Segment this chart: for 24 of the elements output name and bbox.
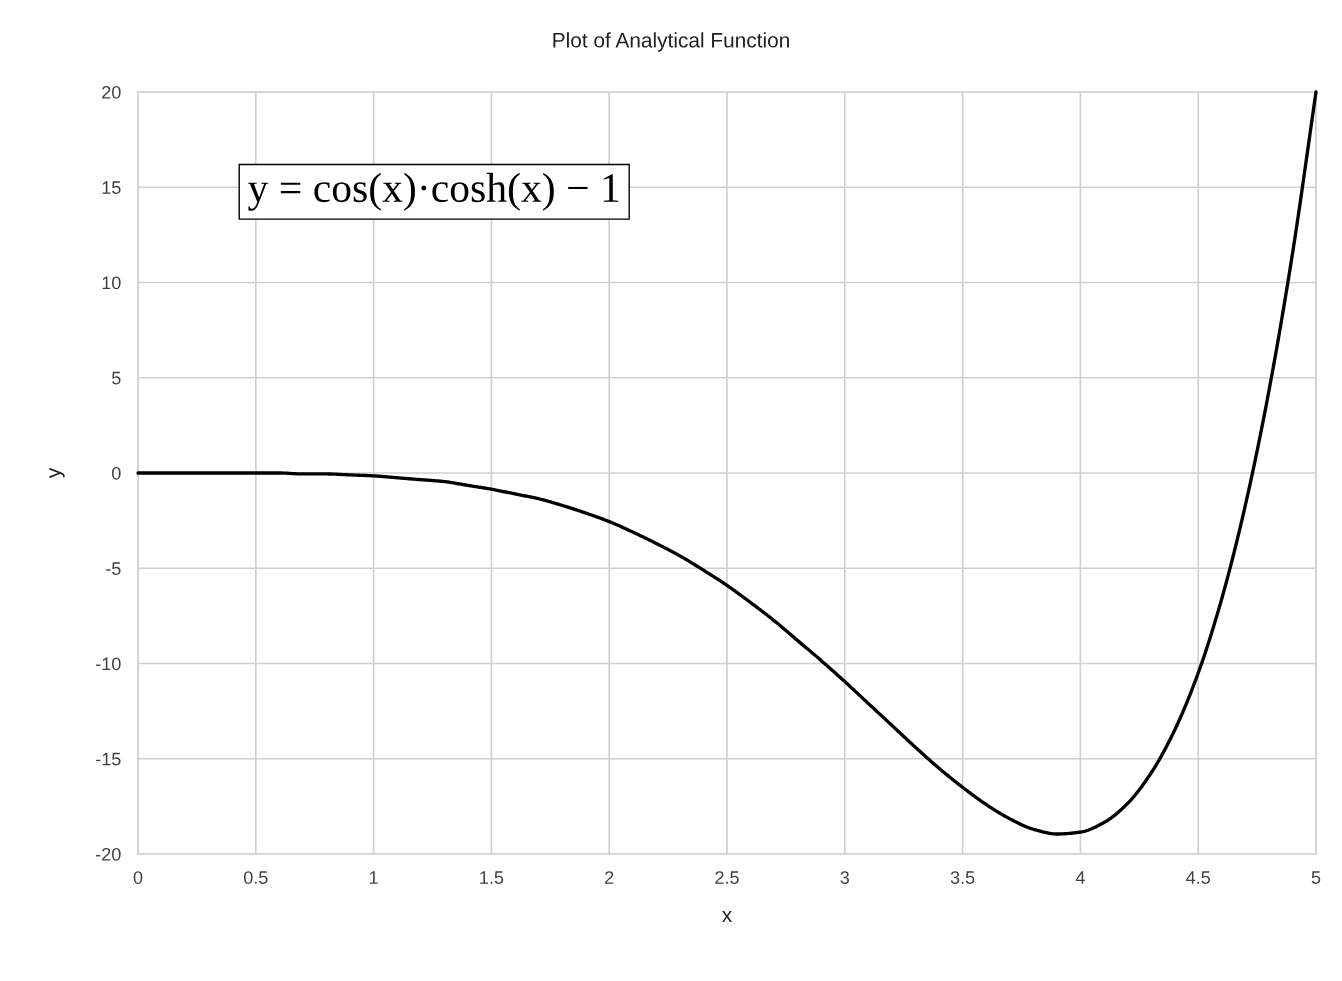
chart-title: Plot of Analytical Function [553,32,789,52]
x-tick-label: 5 [1311,871,1321,884]
y-tick-label: 15 [102,181,121,194]
x-tick-label: 1.5 [480,871,504,884]
x-tick-label: 1 [369,871,378,884]
y-tick-label: -20 [96,847,121,861]
x-tick-label: 3 [840,871,850,884]
y-axis-title: y [49,467,65,479]
y-tick-label: 0 [112,466,121,480]
x-tick-label: 4.5 [1186,871,1210,884]
x-tick-label: 0.5 [243,871,268,884]
x-tick-label: 3.5 [950,871,975,884]
x-tick-label: 0 [133,871,143,884]
x-axis-title: x [722,911,732,923]
y-tick-label: 20 [102,85,121,99]
annotation: y = cos(x)·cosh(x) − 1 [248,172,619,211]
y-tick-label: -10 [96,657,121,671]
y-tick-label: 5 [112,371,121,385]
x-tick-label: 4 [1075,871,1085,884]
y-tick-label: -15 [96,752,121,766]
y-tick-label: -5 [106,562,121,575]
x-tick-label: 2.5 [715,871,739,884]
x-tick-label: 2 [605,871,614,884]
y-tick-label: 10 [102,276,121,290]
